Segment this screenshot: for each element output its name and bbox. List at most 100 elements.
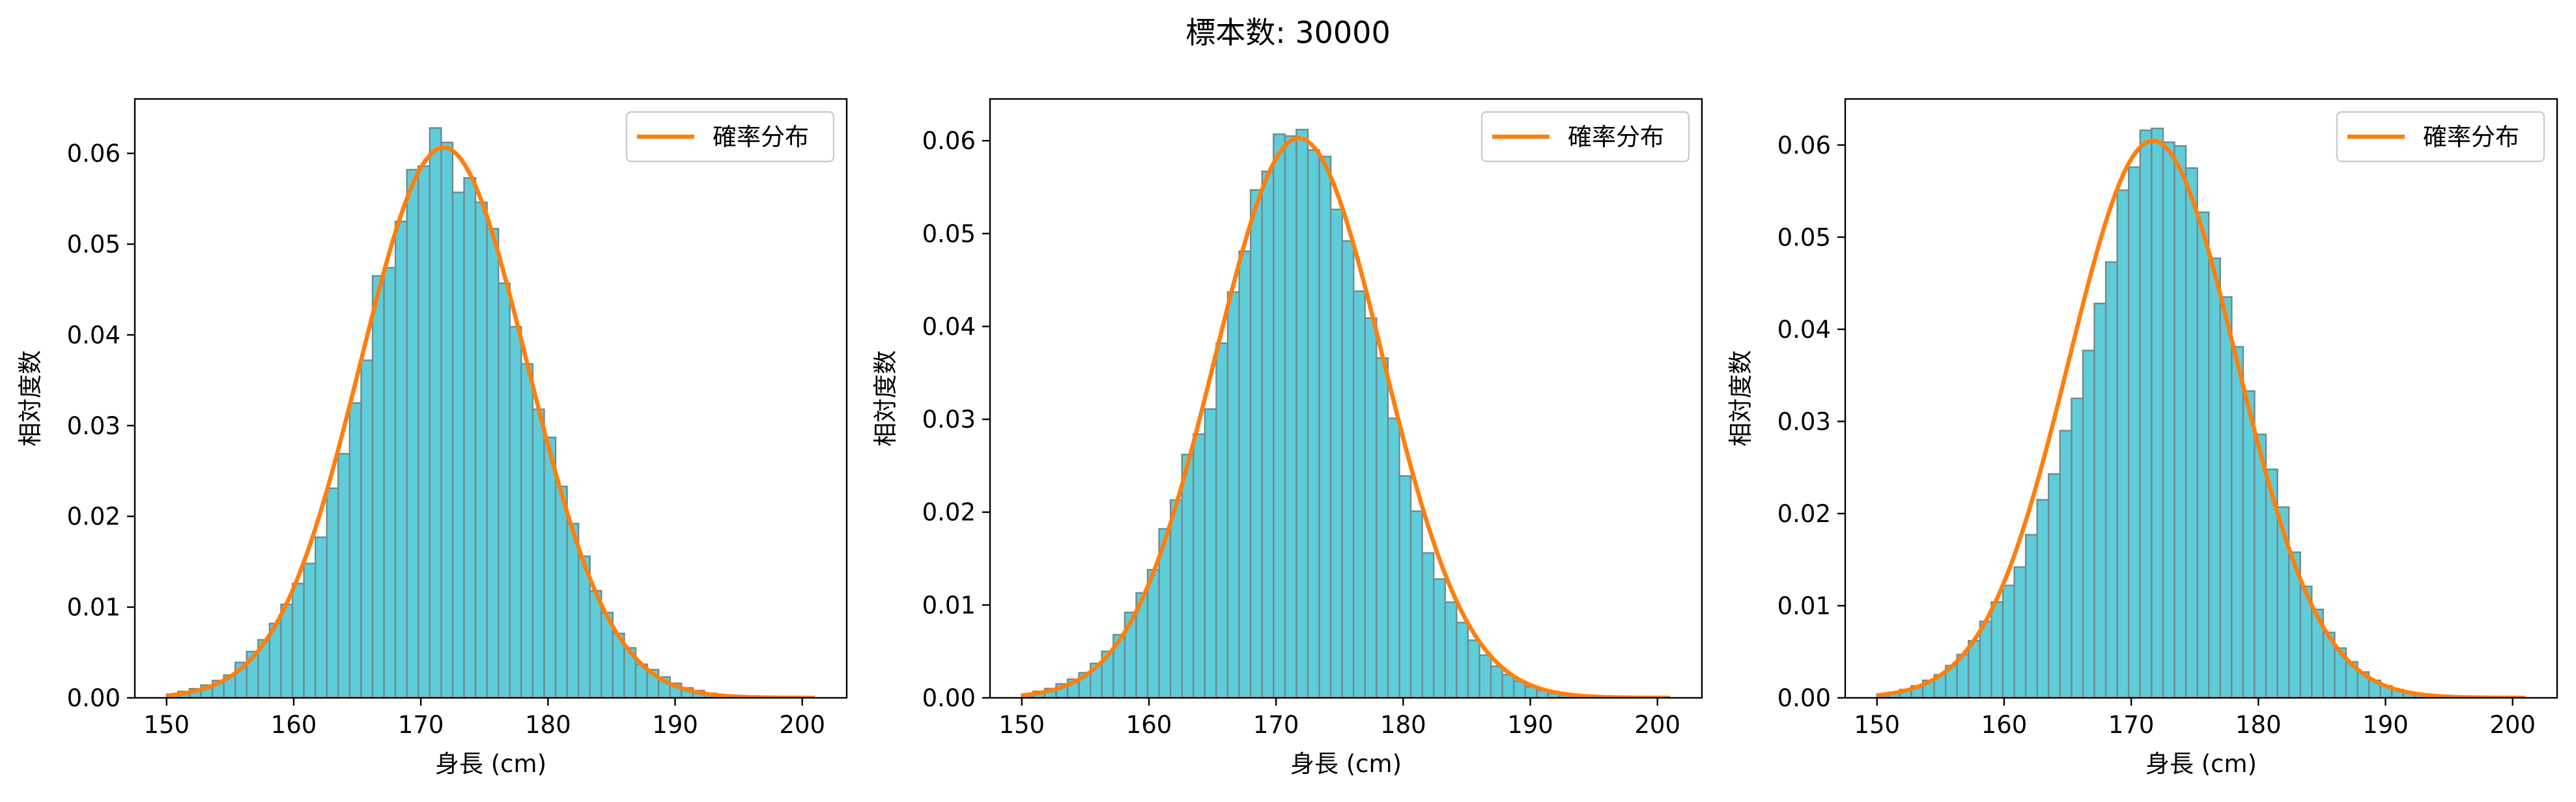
legend: 確率分布 <box>1480 111 1690 163</box>
x-tick-label: 150 <box>1854 711 1900 739</box>
y-tick-label: 0.02 <box>922 499 976 527</box>
histogram-bar <box>1261 171 1275 698</box>
histogram-bar <box>2128 166 2142 698</box>
histogram-bar <box>566 523 580 698</box>
y-tick-label: 0.05 <box>67 230 120 258</box>
histogram-bar <box>1990 601 2004 698</box>
histogram-bar <box>326 487 339 698</box>
histogram-bar <box>520 363 534 698</box>
y-tick-label: 0.04 <box>922 312 976 340</box>
histogram-bar <box>1181 454 1195 698</box>
histogram-bar <box>2093 303 2107 698</box>
y-tick-label: 0.03 <box>67 412 120 440</box>
histogram-bar <box>498 282 511 698</box>
histogram-bar <box>2173 145 2187 698</box>
histogram-bar <box>1318 156 1332 698</box>
histogram-bar <box>2208 257 2221 698</box>
histogram-bar <box>1249 189 1263 698</box>
histogram-bar <box>2024 534 2038 698</box>
y-tick-label: 0.06 <box>922 127 976 155</box>
histogram-bar <box>463 177 477 698</box>
histogram-bar <box>2013 566 2027 698</box>
histogram-bar <box>2116 189 2130 698</box>
histogram-bar <box>418 165 431 698</box>
histogram-bar <box>1238 250 1252 698</box>
histogram-bar <box>1226 291 1240 698</box>
y-tick-label: 0.04 <box>1777 316 1831 344</box>
legend-box <box>1480 111 1690 163</box>
histogram-bar <box>1444 601 1458 698</box>
histogram-bar <box>348 402 362 698</box>
histogram-bar <box>2231 346 2244 698</box>
histogram-bar <box>1421 552 1435 698</box>
bars <box>1876 128 2473 698</box>
probability-curve <box>166 145 815 698</box>
histogram-bar <box>1456 622 1469 698</box>
y-tick-label: 0.06 <box>67 140 120 168</box>
histogram-bar <box>2059 430 2073 698</box>
histogram-bar <box>509 325 522 698</box>
x-tick-label: 190 <box>1507 711 1553 739</box>
legend-box <box>2336 111 2545 163</box>
probability-curve <box>1876 139 2526 698</box>
histogram-bar <box>440 141 454 698</box>
histogram-bar <box>1501 674 1515 698</box>
bars <box>1021 128 1606 698</box>
legend-label: 確率分布 <box>1568 123 1664 151</box>
legend-box <box>625 111 835 163</box>
legend-label: 確率分布 <box>2423 123 2519 151</box>
histogram-bar <box>2185 167 2198 698</box>
x-tick-label: 170 <box>2108 711 2155 739</box>
y-axis-label: 相対度数 <box>1727 350 1755 447</box>
histogram-bar <box>1979 620 1992 698</box>
y-tick-label: 0.02 <box>67 503 120 531</box>
histogram-bar <box>371 275 385 698</box>
x-tick-label: 160 <box>1126 711 1172 739</box>
histogram-bar <box>1284 135 1297 698</box>
x-tick-label: 190 <box>652 711 698 739</box>
histogram-bar <box>2104 261 2118 698</box>
x-tick-label: 170 <box>398 711 444 739</box>
y-axis-label: 相対度数 <box>871 350 899 447</box>
histogram-bar <box>337 452 351 698</box>
x-tick-label: 190 <box>2362 711 2409 739</box>
x-tick-label: 200 <box>779 711 825 739</box>
histogram-bar <box>451 191 465 698</box>
histogram-bar <box>1467 639 1480 698</box>
y-tick-label: 0.03 <box>922 406 976 434</box>
y-tick-label: 0.04 <box>67 321 120 349</box>
x-tick-label: 180 <box>1380 711 1426 739</box>
x-tick-label: 160 <box>271 711 317 739</box>
histogram-bar <box>554 486 568 698</box>
histogram-bar <box>1376 357 1389 698</box>
x-axis-label: 身長 (cm) <box>435 750 546 778</box>
x-tick-label: 170 <box>1253 711 1299 739</box>
histogram-bar <box>2162 141 2175 698</box>
histogram-bar <box>1387 417 1400 698</box>
y-tick-label: 0.06 <box>1777 131 1831 159</box>
histogram-bar <box>1215 342 1229 698</box>
histogram-bar <box>1398 475 1412 698</box>
legend: 確率分布 <box>625 111 835 163</box>
histogram-bar <box>1490 665 1503 698</box>
x-tick-label: 160 <box>1981 711 2028 739</box>
histogram-bar <box>531 408 545 698</box>
histogram-bar <box>543 436 557 698</box>
y-tick-label: 0.05 <box>922 220 976 248</box>
y-axis-label: 相対度数 <box>16 350 44 447</box>
x-tick-label: 150 <box>143 711 190 739</box>
histogram-bar <box>1341 240 1355 698</box>
histogram-bar <box>314 536 328 698</box>
legend-label: 確率分布 <box>713 123 809 151</box>
histogram-bar <box>1968 640 1981 698</box>
figure-title: 標本数: 30000 <box>1185 15 1391 50</box>
histogram-bar <box>2219 296 2233 698</box>
histogram-bar <box>2002 585 2015 698</box>
histogram-bar <box>406 169 419 698</box>
x-axis-label: 身長 (cm) <box>2145 750 2257 778</box>
histogram-bar <box>2036 499 2050 698</box>
histogram-bar <box>291 583 305 698</box>
x-tick-label: 150 <box>998 711 1045 739</box>
histogram-panel-2: 150 160 170 180 190 200 0.00 0.01 0.02 0.03 0.04 0.… <box>871 98 1703 778</box>
